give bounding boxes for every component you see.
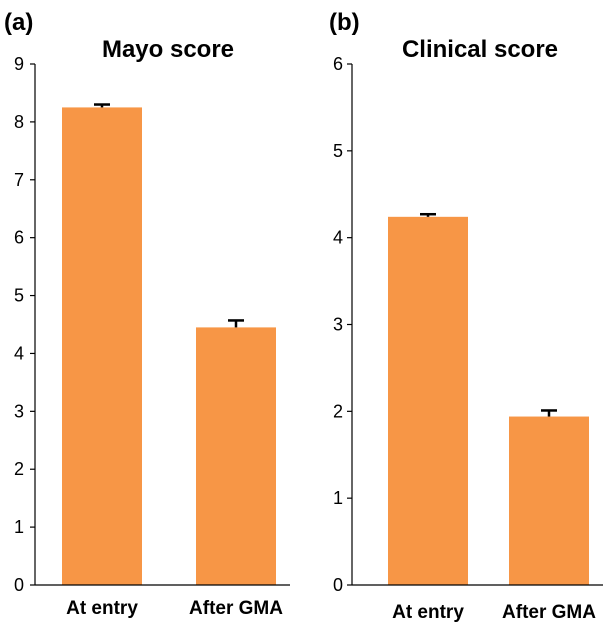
chart-title: Mayo score [102, 36, 234, 63]
y-tick-label: 6 [14, 228, 24, 248]
bar-1 [509, 416, 589, 585]
y-tick-label: 7 [14, 170, 24, 190]
panel-label: (a) [4, 9, 33, 36]
bar-1 [196, 327, 276, 585]
y-tick-label: 1 [333, 488, 343, 508]
y-tick-label: 0 [14, 575, 24, 595]
bar-0 [62, 107, 142, 586]
y-tick-label: 3 [14, 401, 24, 421]
y-tick-label: 2 [333, 401, 343, 421]
category-label-1: After GMA [502, 602, 596, 622]
chart-title: Clinical score [402, 36, 558, 63]
panel-label: (b) [329, 9, 360, 36]
y-tick-label: 9 [14, 54, 24, 74]
category-label-1: After GMA [189, 598, 283, 619]
y-tick-label: 5 [333, 141, 343, 161]
category-label-0: At entry [66, 598, 138, 619]
y-tick-label: 4 [333, 228, 343, 248]
y-tick-label: 2 [14, 459, 24, 479]
y-tick-label: 6 [333, 54, 343, 74]
y-tick-label: 1 [14, 517, 24, 537]
y-tick-label: 3 [333, 315, 343, 335]
bar-0 [388, 216, 468, 585]
y-tick-label: 8 [14, 112, 24, 132]
y-tick-label: 0 [333, 575, 343, 595]
y-tick-label: 5 [14, 286, 24, 306]
panel-a: (a) Mayo score At entry After GMA 0 1 2 3 4 5 6 7 8 9 [4, 9, 290, 619]
panel-b: (b) Clinical score At entry After GMA 0 1 2 3 4 5… [329, 9, 603, 623]
category-label-0: At entry [392, 602, 464, 622]
y-tick-label: 4 [14, 343, 24, 363]
